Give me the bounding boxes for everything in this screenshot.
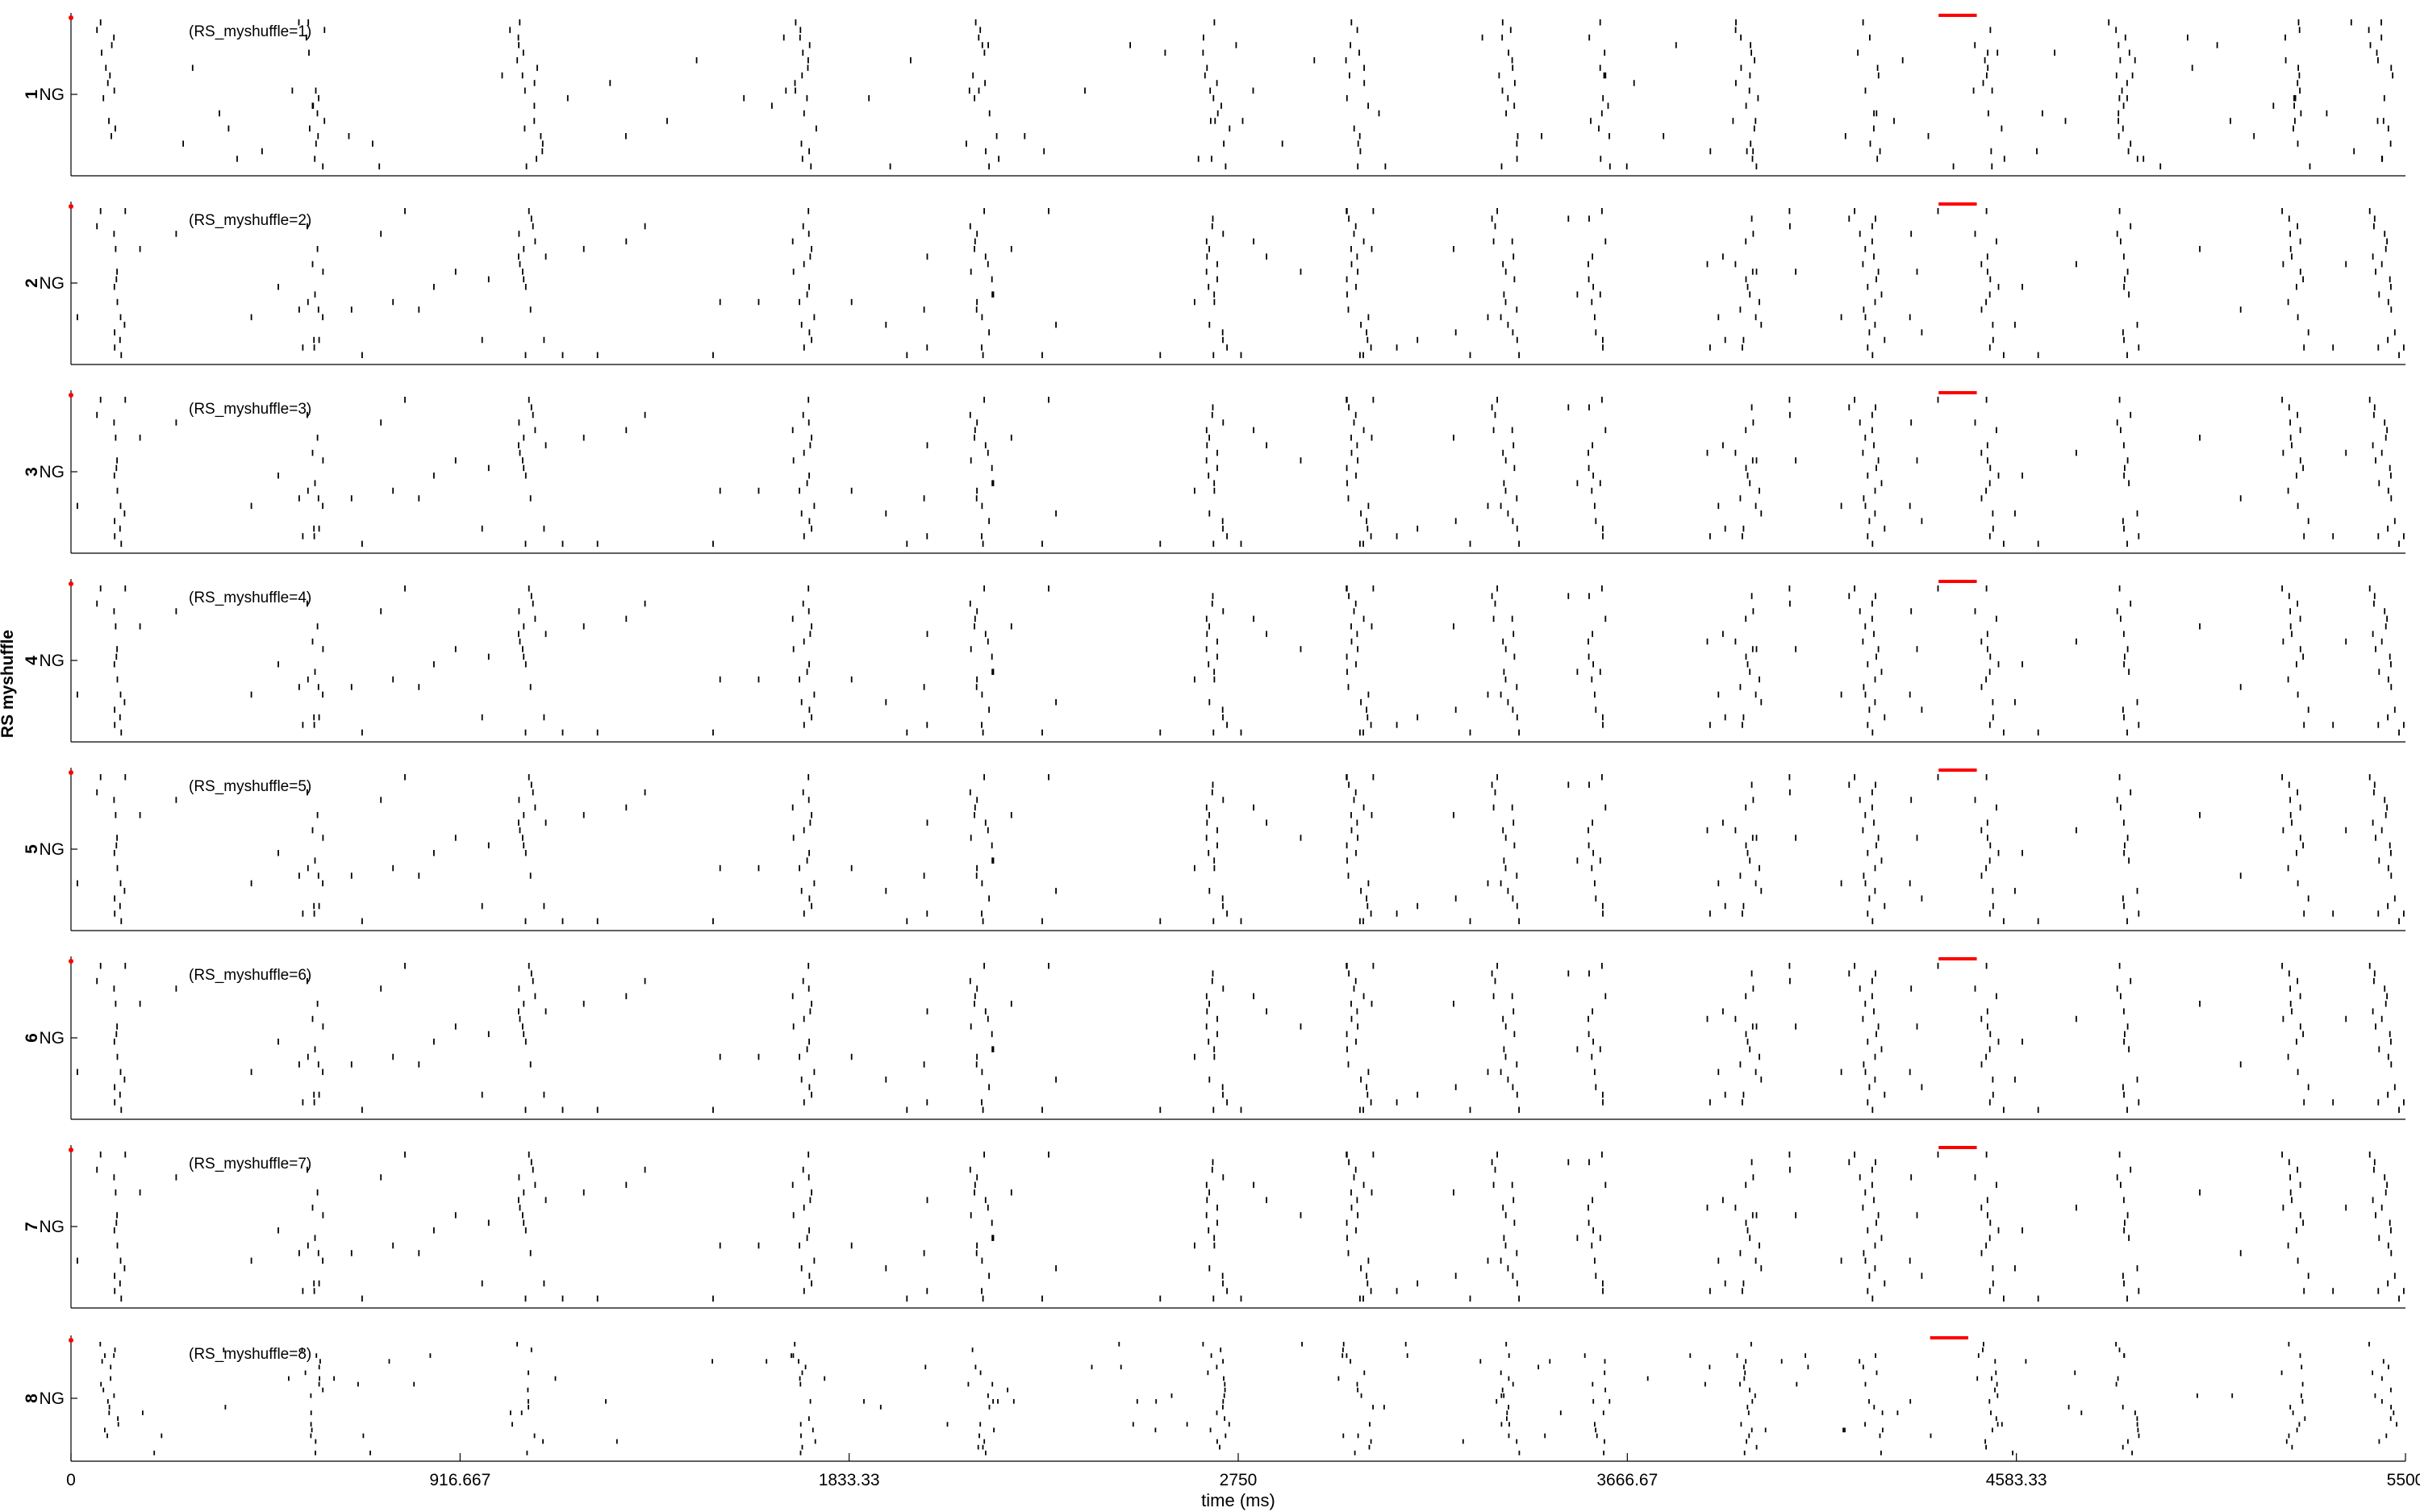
population-label: NG	[40, 85, 65, 104]
population-label: NG	[40, 652, 65, 670]
raster-panel: NG7 (RS_myshuffle=7)	[23, 1145, 2405, 1309]
x-tick-label: 1833.33	[819, 1471, 880, 1489]
population-label: NG	[40, 274, 65, 293]
panel-index-label: 2	[23, 278, 41, 288]
raster-panel: NG4 (RS_myshuffle=4)	[23, 579, 2405, 743]
spike-group	[96, 19, 2394, 170]
raster-panel: NG3 (RS_myshuffle=3)	[23, 390, 2405, 554]
panel-index-label: 3	[23, 467, 41, 477]
panels-layer: NG1(RS_myshuffle=1)NG2(RS_myshuffle=2)NG…	[23, 13, 2405, 1462]
x-tick-label: 2750	[1220, 1471, 1258, 1489]
spike-group	[99, 1342, 2397, 1456]
x-axis: 0 916.667 1833.33 2750 3666.67 4583.33 5500	[66, 1453, 2420, 1489]
raster-panel: NG1 (RS_myshuffle=1)	[23, 13, 2405, 177]
panel-annotation: (RS_myshuffle=6)	[189, 967, 311, 984]
panel-annotation: (RS_myshuffle=5)	[189, 778, 311, 795]
panel-index-label: 6	[23, 1033, 41, 1043]
population-label: NG	[40, 1029, 65, 1048]
panel-annotation: (RS_myshuffle=4)	[189, 589, 311, 606]
panel-index-label: 1	[23, 90, 41, 99]
y-group-label: RS myshuffle	[0, 630, 17, 738]
raster-panel: NG2 (RS_myshuffle=2)	[23, 202, 2405, 365]
panel-annotation: (RS_myshuffle=1)	[189, 23, 311, 40]
stimulus-onset-dot	[69, 1338, 73, 1343]
population-label: NG	[40, 1218, 65, 1236]
spike-group	[77, 208, 2405, 359]
panel-index-label: 8	[23, 1393, 41, 1403]
population-label: NG	[40, 840, 65, 859]
raster-panel: NG5 (RS_myshuffle=5)	[23, 768, 2405, 931]
x-tick-label: 916.667	[429, 1471, 490, 1489]
x-tick-label: 3666.67	[1596, 1471, 1658, 1489]
stimulus-onset-dot	[69, 204, 73, 209]
panel-annotation: (RS_myshuffle=7)	[189, 1156, 311, 1173]
spike-group	[77, 1152, 2405, 1302]
x-tick-label: 4583.33	[1986, 1471, 2047, 1489]
panel-annotation: (RS_myshuffle=2)	[189, 212, 311, 229]
panel-index-label: 4	[23, 656, 41, 665]
spike-group	[77, 774, 2405, 925]
panel-index-label: 7	[23, 1222, 41, 1231]
panel-annotation: (RS_myshuffle=3)	[189, 401, 311, 418]
stimulus-onset-dot	[69, 581, 73, 586]
x-axis-label: time (ms)	[1201, 1490, 1275, 1510]
stimulus-onset-dot	[69, 770, 73, 775]
panel-annotation: (RS_myshuffle=8)	[189, 1346, 311, 1363]
raster-panel: NG6 (RS_myshuffle=6)	[23, 956, 2405, 1120]
spike-group	[77, 585, 2405, 736]
stimulus-onset-dot	[69, 959, 73, 964]
stimulus-onset-dot	[69, 1148, 73, 1152]
x-tick-label: 0	[66, 1471, 76, 1489]
population-label: NG	[40, 463, 65, 481]
stimulus-onset-dot	[69, 15, 73, 20]
spike-group	[77, 397, 2405, 548]
spike-group	[77, 963, 2405, 1114]
raster-panel: NG8 (RS_myshuffle=8)	[23, 1335, 2405, 1462]
panel-index-label: 5	[23, 844, 41, 854]
x-tick-label: 5500	[2387, 1471, 2420, 1489]
population-label: NG	[40, 1389, 65, 1408]
stimulus-onset-dot	[69, 393, 73, 398]
